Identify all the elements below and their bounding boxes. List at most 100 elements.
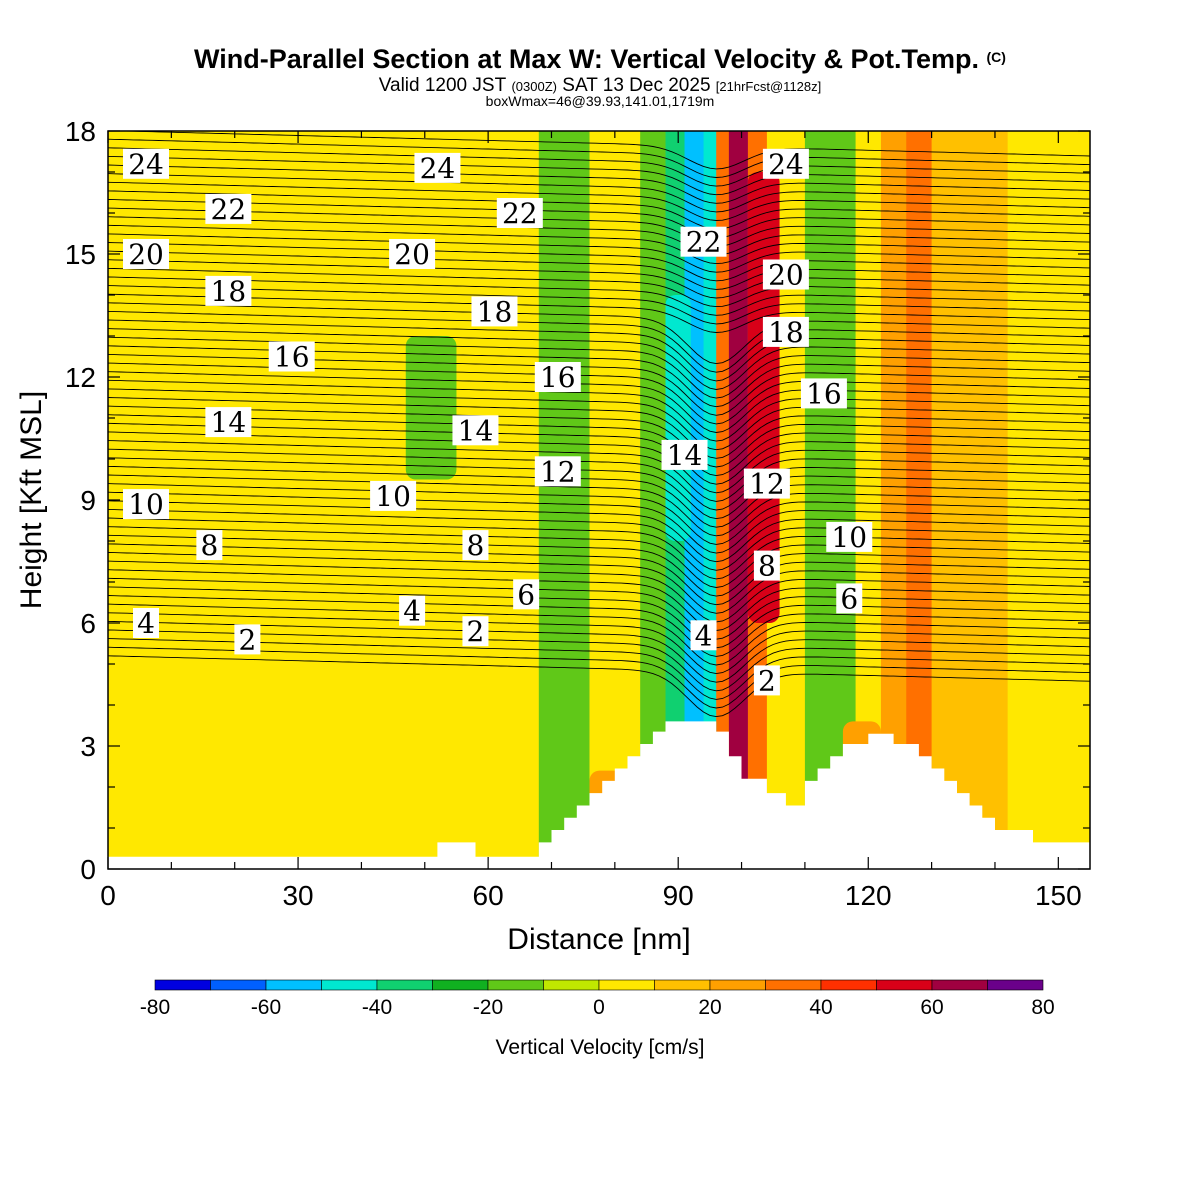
- velocity-band: [931, 131, 1009, 869]
- isentrope-line: [108, 457, 1090, 520]
- isentrope-label-text: 10: [128, 488, 164, 521]
- isentrope-label-text: 24: [128, 148, 164, 181]
- axes: 0 30 60 90 120 150 0 3 6 9 12 15 18: [65, 116, 1090, 911]
- isentrope-label-text: 8: [467, 529, 485, 562]
- isentrope-line: [108, 319, 1090, 382]
- isentrope-label: 4: [399, 595, 426, 628]
- y-tick-label: 6: [80, 608, 96, 639]
- isentrope-line: [108, 259, 1090, 299]
- isentrope-line: [108, 242, 1090, 282]
- chart-subtitle: Valid 1200 JST (0300Z) SAT 13 Dec 2025 […: [0, 75, 1200, 97]
- isentrope-label-text: 12: [749, 468, 785, 501]
- isentrope-label-text: 18: [211, 275, 247, 308]
- isentrope-line: [108, 405, 1090, 468]
- isentrope-line: [108, 448, 1090, 511]
- isentrope-label-text: 2: [238, 623, 256, 656]
- colorbar-tick-label: -20: [473, 996, 503, 1019]
- isentrope-line: [108, 491, 1090, 554]
- velocity-band: [538, 131, 590, 869]
- isentrope-label: 16: [534, 361, 581, 394]
- isentrope-label-text: 22: [502, 197, 538, 230]
- isentrope-line: [108, 267, 1090, 308]
- isentrope-line: [108, 164, 1090, 204]
- velocity-band: [728, 131, 749, 869]
- isentrope-label-text: 8: [758, 550, 776, 583]
- isentrope-line: [108, 638, 1090, 700]
- isentrope-label: 6: [513, 578, 540, 611]
- x-axis-label: Distance [nm]: [507, 923, 690, 956]
- isentrope-label: 24: [414, 152, 461, 185]
- colorbar-tick-label: -60: [251, 996, 281, 1019]
- copyright-mark: (C): [986, 49, 1006, 65]
- isentrope-line: [108, 646, 1090, 709]
- isentrope-line: [108, 552, 1090, 614]
- isentrope-label: 10: [123, 488, 170, 521]
- isentrope-line: [108, 224, 1090, 265]
- velocity-patch: [665, 295, 691, 541]
- y-tick-label: 15: [65, 239, 96, 270]
- isentrope-label-text: 22: [211, 193, 247, 226]
- isentrope-line: [108, 388, 1090, 451]
- isentrope-line: [108, 612, 1090, 675]
- isentrope-line: [108, 216, 1090, 256]
- colorbar-segment: [709, 979, 766, 991]
- colorbar-label: Vertical Velocity [cm/s]: [495, 1036, 705, 1059]
- isentrope-label: 4: [690, 619, 717, 652]
- isentrope-line: [108, 233, 1090, 273]
- colorbar-segment: [987, 979, 1044, 991]
- isentrope-line: [108, 569, 1090, 631]
- colorbar-segment: [543, 979, 600, 991]
- isentrope-label: 20: [123, 238, 170, 271]
- isentrope-label: 2: [234, 623, 261, 656]
- isentrope-label: 12: [534, 455, 581, 488]
- isentrope-label-text: 12: [540, 455, 576, 488]
- velocity-band: [475, 131, 540, 869]
- box-wmax-info: boxWmax=46@39.93,141.01,1719m: [485, 93, 715, 109]
- isentrope-line: [108, 577, 1090, 640]
- isentrope-label-text: 14: [667, 439, 703, 472]
- isentrope-label-text: 20: [394, 238, 430, 271]
- isentrope-label: 12: [743, 468, 790, 501]
- isentrope-label-text: 4: [137, 607, 155, 640]
- colorbar-tick-label: 20: [698, 996, 721, 1019]
- isentrope-label-text: 22: [686, 226, 722, 259]
- isentrope-label-text: 20: [128, 238, 164, 271]
- isentrope-line: [108, 293, 1090, 333]
- isentrope-label: 6: [836, 582, 863, 615]
- isentrope-line: [108, 173, 1090, 213]
- isentrope-label: 14: [661, 439, 708, 472]
- isentrope-line: [108, 190, 1090, 230]
- isentrope-line: [108, 517, 1090, 580]
- isentrope-label-text: 2: [467, 615, 485, 648]
- isentrope-line: [108, 414, 1090, 477]
- isentrope-label: 18: [205, 275, 252, 308]
- colorbar-tick-label: 60: [920, 996, 943, 1019]
- isentrope-label: 20: [389, 238, 436, 271]
- isentrope-line: [108, 310, 1090, 373]
- isentrope-label-text: 24: [420, 152, 456, 185]
- isentrope-line: [108, 560, 1090, 623]
- colorbar-segment: [765, 979, 822, 991]
- isentrope-line: [108, 138, 1090, 178]
- isentrope-label-text: 4: [695, 619, 713, 652]
- colorbar-segment: [432, 979, 489, 991]
- isentrope-label: 10: [826, 521, 873, 554]
- isentrope-line: [108, 534, 1090, 597]
- isentrope-label: 18: [762, 316, 809, 349]
- isentrope-line: [108, 543, 1090, 606]
- isentrope-line: [108, 131, 1090, 170]
- isentrope-line: [108, 276, 1090, 316]
- isentrope-label-text: 10: [375, 480, 411, 513]
- isentrope-label: 22: [680, 226, 727, 259]
- velocity-band: [260, 131, 350, 869]
- isentrope-label-text: 18: [768, 316, 804, 349]
- chart-title: Wind-Parallel Section at Max W: Vertical…: [0, 44, 1200, 75]
- vertical-velocity-field: [108, 131, 1090, 869]
- isentrope-line: [108, 181, 1090, 221]
- colorbar-segment: [321, 979, 378, 991]
- isentrope-line: [108, 371, 1090, 433]
- isentrope-label-text: 6: [517, 578, 535, 611]
- isentrope-line: [108, 328, 1090, 390]
- isentrope-label-text: 18: [477, 295, 513, 328]
